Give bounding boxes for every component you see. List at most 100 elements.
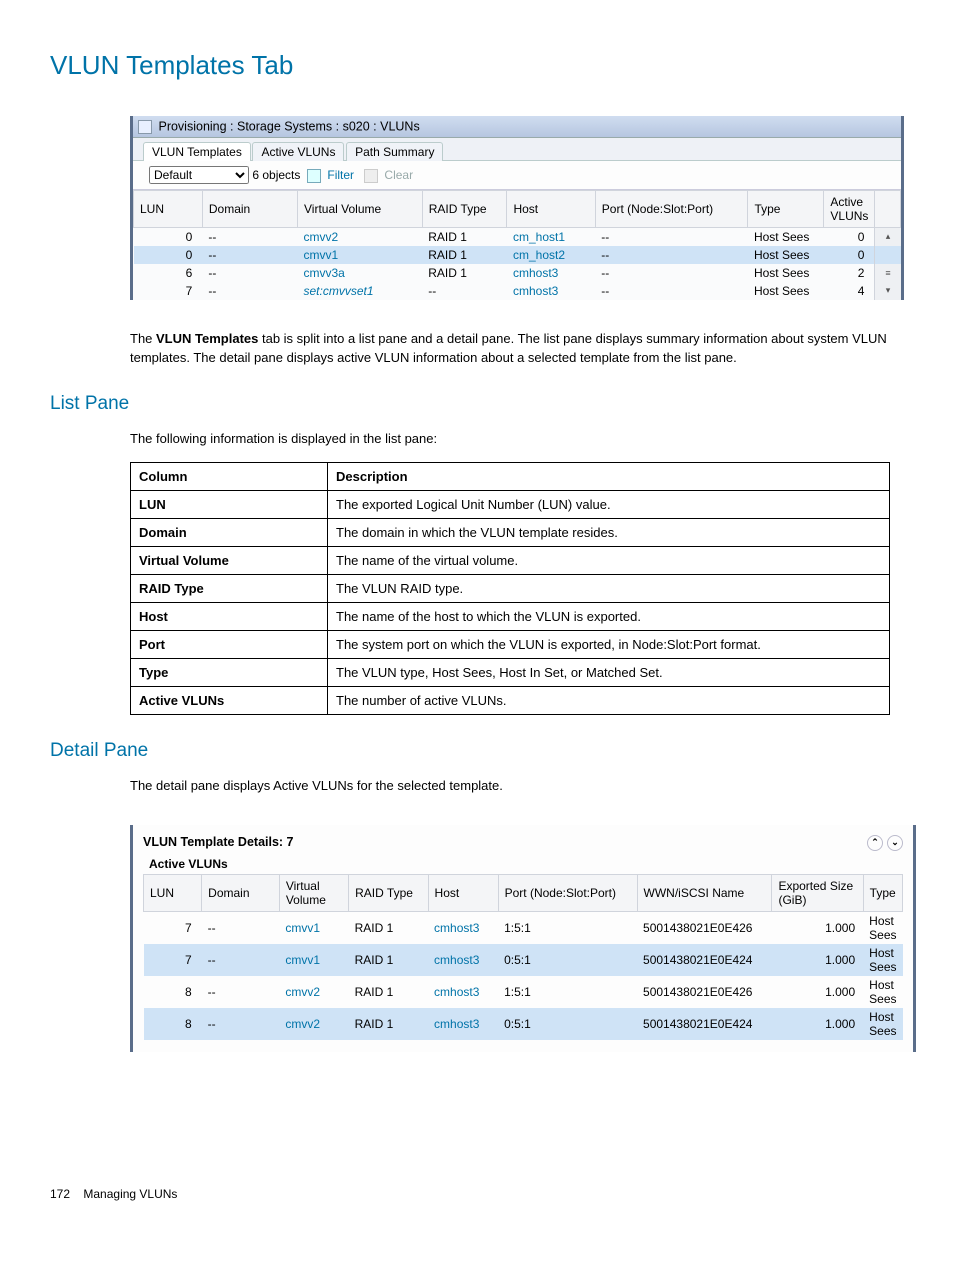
cell-vv-link[interactable]: cmvv2: [279, 976, 348, 1008]
filter-icon[interactable]: [307, 169, 321, 183]
cell-wwn: 5001438021E0E424: [637, 1008, 772, 1040]
tab-active-vluns[interactable]: Active VLUNs: [252, 142, 344, 161]
cell-lun: 0: [134, 246, 203, 264]
cell-host-link[interactable]: cmhost3: [507, 282, 595, 300]
desc-col-name: RAID Type: [131, 575, 328, 603]
col-lun[interactable]: LUN: [134, 190, 203, 227]
cell-vv-link[interactable]: cmvv1: [298, 246, 423, 264]
tab-path-summary[interactable]: Path Summary: [346, 142, 443, 161]
cell-domain: --: [202, 976, 280, 1008]
cell-host-link[interactable]: cmhost3: [507, 264, 595, 282]
cell-vv-link[interactable]: cmvv2: [298, 227, 423, 246]
cell-host-link[interactable]: cmhost3: [428, 1008, 498, 1040]
cell-port: 0:5:1: [498, 1008, 637, 1040]
active-vluns-grid: LUN Domain Virtual Volume RAID Type Host…: [143, 874, 903, 1040]
table-row[interactable]: 0--cmvv2RAID 1cm_host1--Host Sees0▴: [134, 227, 901, 246]
cell-active-vluns: 2: [824, 264, 875, 282]
desc-row: RAID TypeThe VLUN RAID type.: [131, 575, 890, 603]
d-col-port[interactable]: Port (Node:Slot:Port): [498, 874, 637, 911]
d-col-vv[interactable]: Virtual Volume: [279, 874, 348, 911]
cell-domain: --: [202, 1008, 280, 1040]
desc-col-text: The exported Logical Unit Number (LUN) v…: [328, 491, 890, 519]
cell-raid: RAID 1: [349, 911, 428, 944]
desc-col-name: Port: [131, 631, 328, 659]
desc-col-name: Virtual Volume: [131, 547, 328, 575]
tab-vlun-templates[interactable]: VLUN Templates: [143, 142, 251, 161]
desc-col-text: The name of the host to which the VLUN i…: [328, 603, 890, 631]
desc-row: TypeThe VLUN type, Host Sees, Host In Se…: [131, 659, 890, 687]
scrollbar-cell[interactable]: ▾: [875, 282, 901, 300]
scrollbar-cell[interactable]: [875, 246, 901, 264]
desc-col-text: The VLUN type, Host Sees, Host In Set, o…: [328, 659, 890, 687]
cell-port: 1:5:1: [498, 911, 637, 944]
d-col-type[interactable]: Type: [863, 874, 902, 911]
cell-port: --: [595, 282, 748, 300]
table-row[interactable]: 8--cmvv2RAID 1cmhost30:5:15001438021E0E4…: [144, 1008, 903, 1040]
cell-wwn: 5001438021E0E426: [637, 911, 772, 944]
desc-row: DomainThe domain in which the VLUN templ…: [131, 519, 890, 547]
clear-icon: [364, 169, 378, 183]
desc-col-text: The domain in which the VLUN template re…: [328, 519, 890, 547]
cell-size: 1.000: [772, 911, 863, 944]
desc-row: LUNThe exported Logical Unit Number (LUN…: [131, 491, 890, 519]
expand-down-icon[interactable]: ⌄: [887, 835, 903, 851]
cell-lun: 7: [144, 911, 202, 944]
page-footer: 172 Managing VLUNs: [50, 1187, 904, 1201]
cell-active-vluns: 0: [824, 246, 875, 264]
scrollbar-cell[interactable]: ≡: [875, 264, 901, 282]
col-host[interactable]: Host: [507, 190, 595, 227]
intro-text: The VLUN Templates tab is split into a l…: [130, 329, 904, 368]
col-vv[interactable]: Virtual Volume: [298, 190, 423, 227]
table-row[interactable]: 7--cmvv1RAID 1cmhost30:5:15001438021E0E4…: [144, 944, 903, 976]
cell-host-link[interactable]: cmhost3: [428, 976, 498, 1008]
list-pane-heading: List Pane: [50, 393, 904, 415]
breadcrumb: Provisioning : Storage Systems : s020 : …: [158, 120, 419, 134]
cell-lun: 7: [134, 282, 203, 300]
col-type[interactable]: Type: [748, 190, 824, 227]
cell-vv-link[interactable]: cmvv2: [279, 1008, 348, 1040]
d-col-lun[interactable]: LUN: [144, 874, 202, 911]
desc-col-name: Domain: [131, 519, 328, 547]
d-col-domain[interactable]: Domain: [202, 874, 280, 911]
filter-select[interactable]: Default: [149, 166, 249, 184]
table-row[interactable]: 8--cmvv2RAID 1cmhost31:5:15001438021E0E4…: [144, 976, 903, 1008]
cell-vv-link[interactable]: set:cmvvset1: [298, 282, 423, 300]
d-col-wwn[interactable]: WWN/iSCSI Name: [637, 874, 772, 911]
page-title: VLUN Templates Tab: [50, 50, 904, 81]
cell-host-link[interactable]: cmhost3: [428, 911, 498, 944]
col-port[interactable]: Port (Node:Slot:Port): [595, 190, 748, 227]
cell-vv-link[interactable]: cmvv3a: [298, 264, 423, 282]
col-domain[interactable]: Domain: [202, 190, 297, 227]
table-row[interactable]: 7--set:cmvvset1--cmhost3--Host Sees4▾: [134, 282, 901, 300]
filter-link[interactable]: Filter: [327, 168, 354, 182]
cell-domain: --: [202, 944, 280, 976]
cell-raid: RAID 1: [349, 944, 428, 976]
detail-pane-screenshot: VLUN Template Details: 7 ⌄ ⌃ Active VLUN…: [130, 825, 916, 1052]
cell-active-vluns: 0: [824, 227, 875, 246]
cell-host-link[interactable]: cm_host1: [507, 227, 595, 246]
cell-raid: RAID 1: [422, 246, 507, 264]
detail-pane-intro: The detail pane displays Active VLUNs fo…: [130, 776, 904, 796]
cell-size: 1.000: [772, 1008, 863, 1040]
table-row[interactable]: 6--cmvv3aRAID 1cmhost3--Host Sees2≡: [134, 264, 901, 282]
window-titlebar: Provisioning : Storage Systems : s020 : …: [133, 116, 901, 138]
cell-lun: 6: [134, 264, 203, 282]
cell-host-link[interactable]: cm_host2: [507, 246, 595, 264]
d-col-raid[interactable]: RAID Type: [349, 874, 428, 911]
d-col-size[interactable]: Exported Size (GiB): [772, 874, 863, 911]
cell-vv-link[interactable]: cmvv1: [279, 944, 348, 976]
cell-type: Host Sees: [863, 944, 902, 976]
col-raid[interactable]: RAID Type: [422, 190, 507, 227]
desc-header-column: Column: [131, 463, 328, 491]
cell-host-link[interactable]: cmhost3: [428, 944, 498, 976]
collapse-up-icon[interactable]: ⌃: [867, 835, 883, 851]
col-active-vluns[interactable]: Active VLUNs: [824, 190, 875, 227]
d-col-host[interactable]: Host: [428, 874, 498, 911]
scrollbar-cell[interactable]: ▴: [875, 227, 901, 246]
cell-domain: --: [202, 911, 280, 944]
list-pane-intro: The following information is displayed i…: [130, 429, 904, 449]
cell-raid: --: [422, 282, 507, 300]
cell-vv-link[interactable]: cmvv1: [279, 911, 348, 944]
table-row[interactable]: 0--cmvv1RAID 1cm_host2--Host Sees0: [134, 246, 901, 264]
table-row[interactable]: 7--cmvv1RAID 1cmhost31:5:15001438021E0E4…: [144, 911, 903, 944]
